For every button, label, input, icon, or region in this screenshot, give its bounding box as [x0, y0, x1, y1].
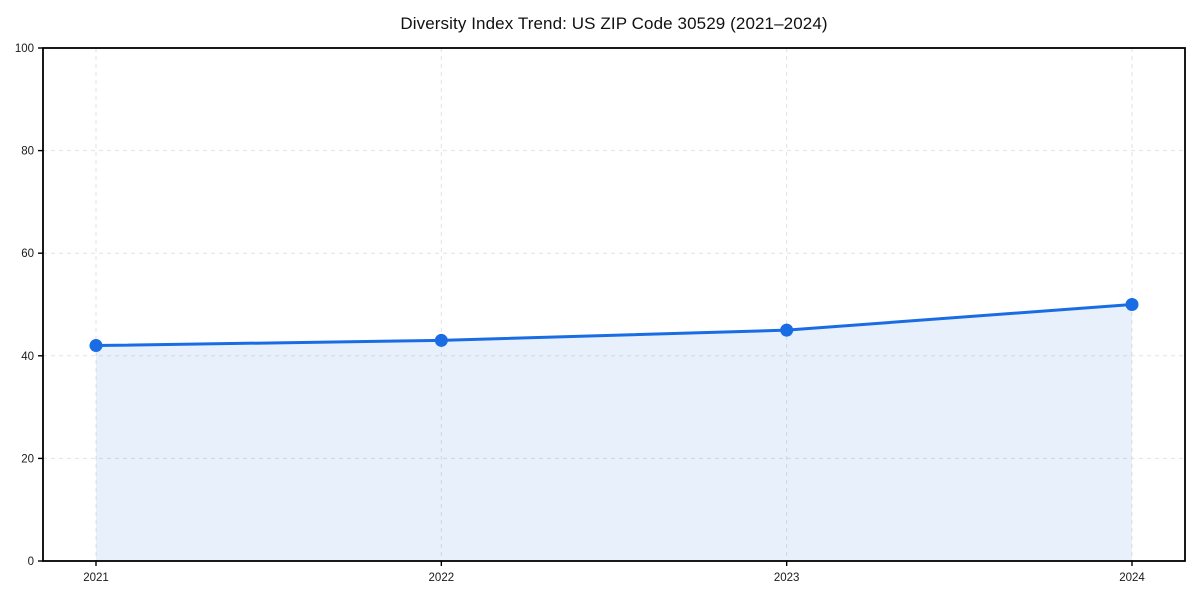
y-axis-tick-label: 80 — [21, 146, 34, 158]
data-point-marker — [1125, 298, 1139, 311]
data-point-marker — [434, 333, 448, 347]
y-axis-tick-label: 100 — [15, 43, 34, 55]
y-axis-tick-label: 40 — [21, 351, 34, 363]
y-axis-tick-label: 0 — [28, 556, 34, 568]
y-axis-tick-label: 60 — [21, 248, 34, 260]
y-axis-tick-label: 20 — [21, 453, 34, 465]
chart-title: Diversity Index Trend: US ZIP Code 30529… — [400, 14, 828, 33]
data-point-marker — [780, 323, 794, 337]
series-line — [94, 303, 1134, 348]
axes-spines — [42, 47, 1186, 562]
data-point-marker — [89, 339, 103, 353]
x-axis-tick-label: 2024 — [1119, 572, 1145, 584]
x-axis-tick-label: 2022 — [429, 572, 455, 584]
x-axis-tick-label: 2021 — [83, 572, 109, 584]
x-axis-tick-label: 2023 — [774, 572, 800, 584]
plot-background — [43, 48, 1185, 561]
series-area-fill — [96, 304, 1132, 561]
